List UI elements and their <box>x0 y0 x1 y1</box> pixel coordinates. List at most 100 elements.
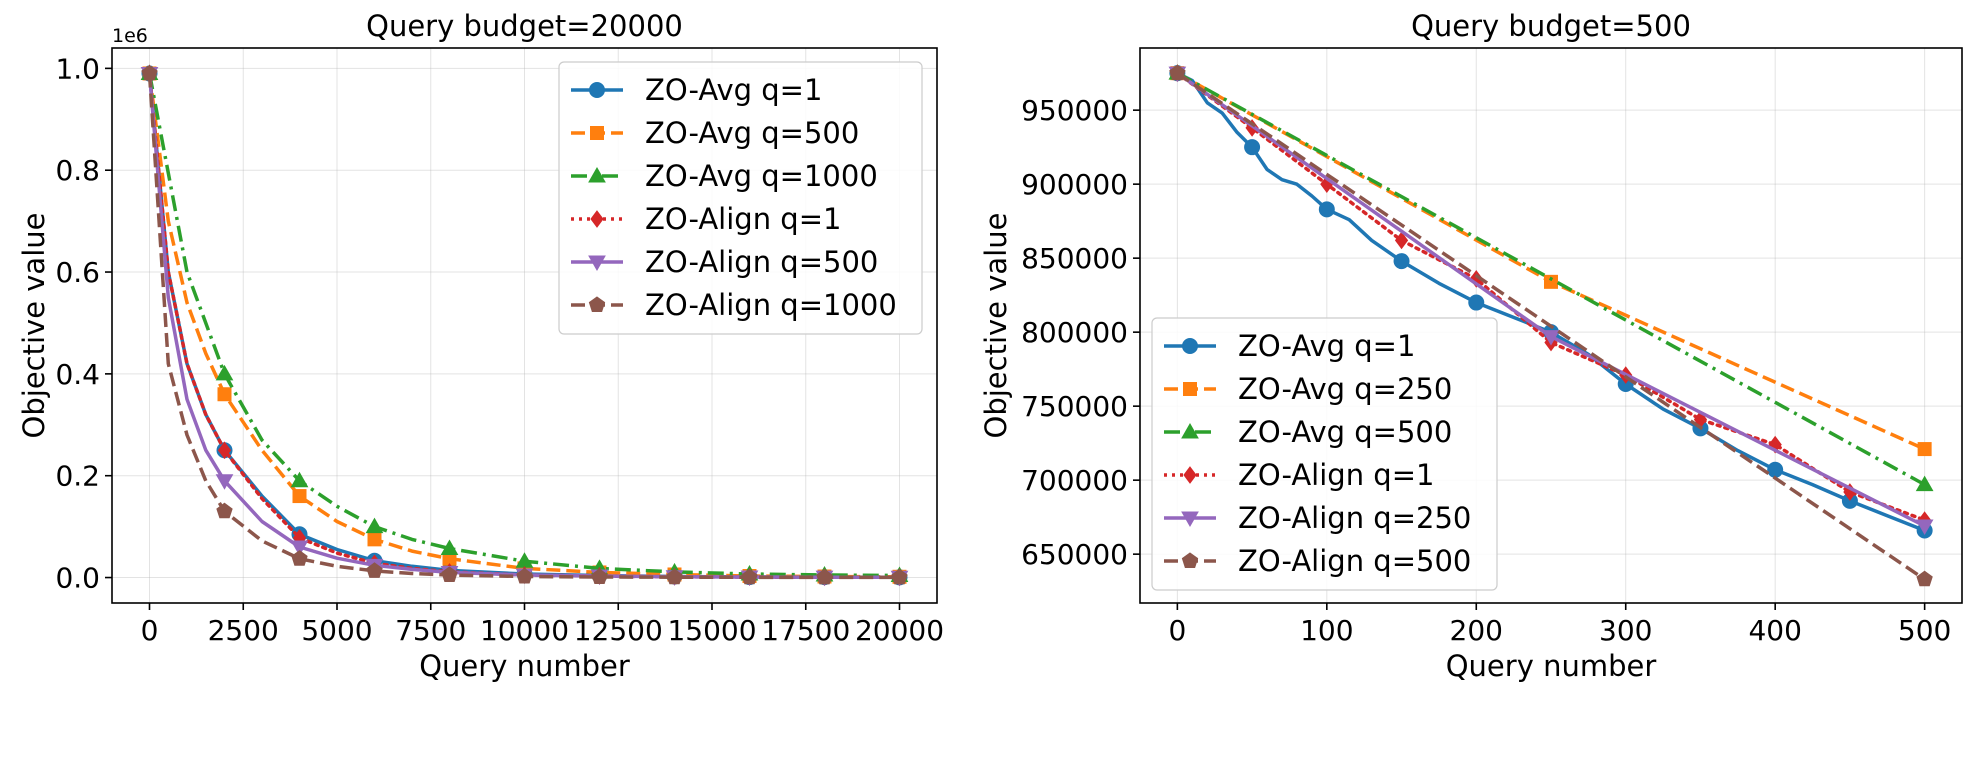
left-chart-x-axis-label: Query number <box>419 649 630 683</box>
left-legend-box <box>558 61 923 335</box>
legend-marker-sample <box>590 210 604 228</box>
right-series-3-point <box>1915 475 1934 492</box>
right-chart-title: Query budget=500 <box>1411 9 1691 43</box>
legend-marker-sample <box>588 255 606 272</box>
left-series-6-point <box>441 566 458 582</box>
legend-label: ZO-Align q=500 <box>1238 544 1471 578</box>
right-series-6-point <box>1169 64 1186 81</box>
left-series-6-point <box>516 567 533 584</box>
right-series-5-point <box>1915 519 1934 536</box>
right-legend-item: ZO-Align q=1 <box>1164 458 1434 492</box>
legend-marker-sample <box>1181 552 1199 568</box>
right-series-2-point <box>1917 442 1932 457</box>
y-tick-label: 0.2 <box>55 460 100 493</box>
left-legend-item: ZO-Align q=500 <box>571 245 878 279</box>
right-series-6-line <box>1176 71 1926 581</box>
x-tick-label: 12500 <box>574 614 663 647</box>
left-chart-y-offset-label: 1e6 <box>112 25 148 47</box>
x-tick-label: 10000 <box>480 614 569 647</box>
right-legend-item: ZO-Align q=250 <box>1164 501 1471 535</box>
left-chart-panel: 0 2500 5000 7500 10000 12500 15000 17500 20000 0… <box>17 9 944 683</box>
left-series-3-point <box>365 517 384 534</box>
right-series-4-point <box>1394 231 1409 250</box>
x-tick-label: 400 <box>1748 614 1801 647</box>
x-tick-label: 20000 <box>855 614 944 647</box>
legend-marker-sample <box>1183 466 1197 484</box>
legend-label: ZO-Avg q=1000 <box>645 159 878 193</box>
right-legend-item: ZO-Avg q=500 <box>1164 415 1452 449</box>
y-tick-label: 0.6 <box>55 256 100 289</box>
left-legend-item: ZO-Avg q=1000 <box>571 159 878 193</box>
left-series-2-point <box>217 387 232 402</box>
y-tick-label: 900000 <box>1021 168 1128 201</box>
legend-marker-sample <box>1183 382 1197 396</box>
right-chart-panel: 0 100 200 300 400 500 650000 700000 750000 80000… <box>979 9 1963 683</box>
left-legend-item: ZO-Avg q=500 <box>571 116 859 150</box>
left-chart-legend: ZO-Avg q=1 ZO-Avg q=500 ZO-Avg q=1000 ZO-Al… <box>558 61 923 335</box>
left-series-6-point <box>591 568 608 584</box>
legend-marker-sample <box>588 166 606 183</box>
right-series-6-point <box>1916 570 1933 587</box>
x-tick-label: 0 <box>1168 614 1186 647</box>
x-tick-label: 300 <box>1599 614 1652 647</box>
right-chart-y-ticks: 650000 700000 750000 800000 850000 900000 9500… <box>1021 94 1140 571</box>
legend-label: ZO-Align q=1 <box>645 202 841 236</box>
left-series-6-point <box>816 568 833 585</box>
y-tick-label: 750000 <box>1021 390 1128 423</box>
right-series-1-point <box>1767 461 1784 478</box>
legend-label: ZO-Avg q=500 <box>1238 415 1452 449</box>
left-chart-x-ticks: 0 2500 5000 7500 10000 12500 15000 17500 20000 <box>141 603 944 647</box>
right-series-1-point <box>1244 139 1261 156</box>
x-tick-label: 100 <box>1300 614 1353 647</box>
y-tick-label: 0.4 <box>55 358 100 391</box>
y-tick-label: 850000 <box>1021 242 1128 275</box>
legend-label: ZO-Align q=250 <box>1238 501 1471 535</box>
y-tick-label: 650000 <box>1021 538 1128 571</box>
left-series-3-point <box>290 471 309 488</box>
legend-label: ZO-Align q=500 <box>645 245 878 279</box>
legend-marker-sample <box>1181 422 1199 439</box>
right-chart-x-axis-label: Query number <box>1446 649 1657 683</box>
legend-marker-sample <box>589 82 605 98</box>
legend-marker-sample <box>588 296 606 312</box>
y-tick-label: 950000 <box>1021 94 1128 127</box>
legend-label: ZO-Avg q=1 <box>645 73 822 107</box>
legend-marker-sample <box>1182 338 1198 354</box>
right-series-1-point <box>1468 294 1485 311</box>
legend-marker-sample <box>590 126 604 140</box>
x-tick-label: 5000 <box>301 614 372 647</box>
left-series-5-point <box>215 474 234 490</box>
left-series-3-point <box>215 364 234 381</box>
x-tick-label: 200 <box>1450 614 1503 647</box>
right-chart-frame <box>1139 47 1963 604</box>
right-series-4-line <box>1175 71 1927 522</box>
legend-label: ZO-Align q=1000 <box>645 288 897 322</box>
y-tick-label: 800000 <box>1021 316 1128 349</box>
right-legend-item: ZO-Avg q=250 <box>1164 372 1452 406</box>
right-chart-legend: ZO-Avg q=1 ZO-Avg q=250 ZO-Avg q=500 ZO-Ali… <box>1151 317 1498 591</box>
right-series-1-point <box>1393 253 1410 270</box>
left-chart-series <box>140 64 909 587</box>
left-series-5-point <box>290 540 309 556</box>
y-tick-label: 1.0 <box>55 52 100 85</box>
legend-label: ZO-Avg q=500 <box>645 116 859 150</box>
right-series-1-line <box>1176 71 1926 533</box>
left-series-2-point <box>292 489 307 504</box>
right-series-3-line <box>1176 71 1926 487</box>
right-series-5-point <box>1542 330 1560 346</box>
left-series-6-line <box>147 73 900 580</box>
x-tick-label: 0 <box>141 614 159 647</box>
x-tick-label: 7500 <box>395 614 466 647</box>
right-series-6 <box>1169 64 1933 587</box>
legend-label: ZO-Avg q=1 <box>1238 329 1415 363</box>
left-series-6-point <box>891 568 908 585</box>
y-tick-label: 0.0 <box>55 562 100 595</box>
left-series-6-point <box>366 562 383 578</box>
x-tick-label: 17500 <box>761 614 850 647</box>
left-legend-item: ZO-Align q=1000 <box>571 288 897 322</box>
left-series-3-point <box>440 539 459 556</box>
left-series-2-point <box>367 532 382 547</box>
x-tick-label: 500 <box>1898 614 1951 647</box>
left-series-4-point <box>217 441 232 460</box>
y-tick-label: 700000 <box>1021 464 1128 497</box>
